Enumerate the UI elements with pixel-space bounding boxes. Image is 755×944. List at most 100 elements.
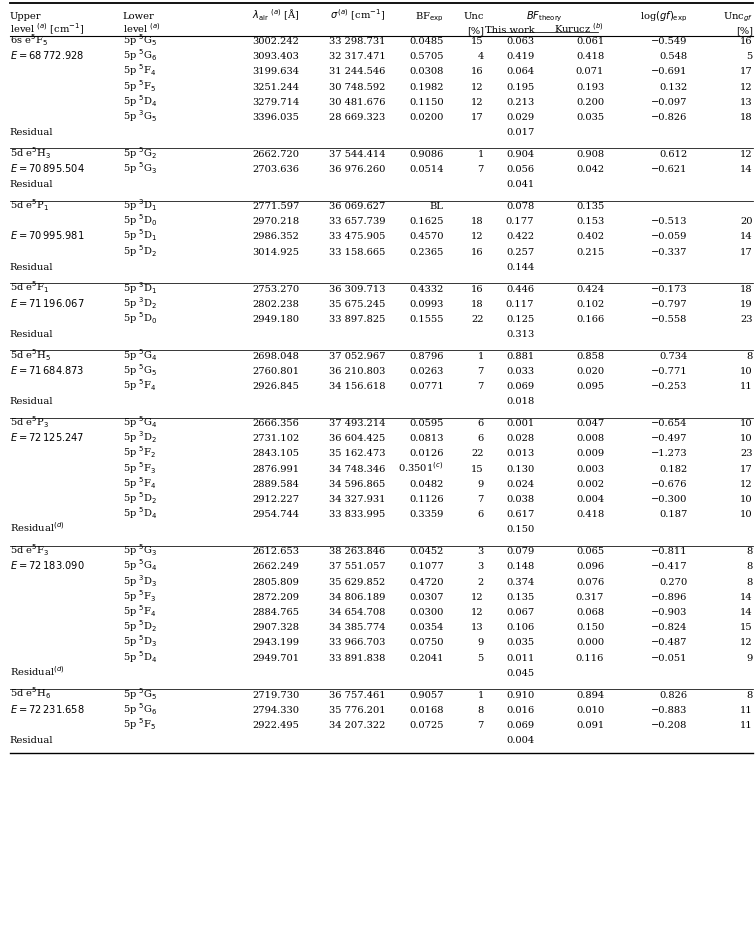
Text: 6: 6 bbox=[478, 419, 484, 428]
Text: 0.612: 0.612 bbox=[659, 150, 687, 159]
Text: 17: 17 bbox=[740, 464, 753, 474]
Text: 0.004: 0.004 bbox=[506, 736, 535, 745]
Text: 36 210.803: 36 210.803 bbox=[329, 367, 386, 376]
Text: 2698.048: 2698.048 bbox=[253, 352, 300, 361]
Text: Residual: Residual bbox=[10, 128, 54, 137]
Text: 0.064: 0.064 bbox=[506, 67, 535, 76]
Text: 0.002: 0.002 bbox=[576, 480, 604, 489]
Text: 0.067: 0.067 bbox=[506, 608, 535, 617]
Text: $E = 68\,772.928$: $E = 68\,772.928$ bbox=[10, 49, 85, 61]
Text: 3093.403: 3093.403 bbox=[253, 52, 300, 61]
Text: 28 669.323: 28 669.323 bbox=[329, 113, 386, 122]
Text: 33 657.739: 33 657.739 bbox=[329, 217, 386, 227]
Text: 0.177: 0.177 bbox=[506, 217, 535, 227]
Text: 0.418: 0.418 bbox=[576, 52, 604, 61]
Text: 2949.701: 2949.701 bbox=[252, 653, 300, 663]
Text: Residual: Residual bbox=[10, 180, 54, 190]
Text: 0.009: 0.009 bbox=[576, 449, 604, 459]
Text: 3002.242: 3002.242 bbox=[253, 37, 300, 46]
Text: 0.035: 0.035 bbox=[576, 113, 604, 122]
Text: 10: 10 bbox=[740, 511, 753, 519]
Text: 34 156.618: 34 156.618 bbox=[329, 382, 386, 391]
Text: 3279.714: 3279.714 bbox=[252, 98, 300, 107]
Text: 2794.330: 2794.330 bbox=[253, 706, 300, 715]
Text: 5p $^5$F$_5$: 5p $^5$F$_5$ bbox=[123, 77, 156, 93]
Text: 0.4570: 0.4570 bbox=[409, 232, 444, 242]
Text: 5p $^3$D$_1$: 5p $^3$D$_1$ bbox=[123, 197, 157, 213]
Text: 2719.730: 2719.730 bbox=[252, 690, 300, 700]
Text: 5p $^5$G$_3$: 5p $^5$G$_3$ bbox=[123, 160, 157, 177]
Text: 5p $^5$G$_5$: 5p $^5$G$_5$ bbox=[123, 32, 157, 48]
Text: 18: 18 bbox=[471, 217, 484, 227]
Text: 0.1982: 0.1982 bbox=[409, 83, 444, 92]
Text: 0.045: 0.045 bbox=[506, 668, 535, 678]
Text: 5p $^5$D$_2$: 5p $^5$D$_2$ bbox=[123, 243, 157, 259]
Text: 2662.249: 2662.249 bbox=[253, 563, 300, 571]
Text: 33 158.665: 33 158.665 bbox=[329, 247, 386, 257]
Text: $E = 72\,125.247$: $E = 72\,125.247$ bbox=[10, 431, 84, 444]
Text: 1: 1 bbox=[477, 352, 484, 361]
Text: 36 309.713: 36 309.713 bbox=[329, 284, 386, 294]
Text: 37 544.414: 37 544.414 bbox=[329, 150, 386, 159]
Text: 5p $^3$G$_5$: 5p $^3$G$_5$ bbox=[123, 109, 157, 124]
Text: 0.0200: 0.0200 bbox=[409, 113, 444, 122]
Text: $E = 71\,684.873$: $E = 71\,684.873$ bbox=[10, 364, 84, 376]
Text: 5p $^5$D$_0$: 5p $^5$D$_0$ bbox=[123, 310, 157, 326]
Text: −0.903: −0.903 bbox=[651, 608, 687, 617]
Text: 5d e$^5$P$_3$: 5d e$^5$P$_3$ bbox=[10, 414, 49, 430]
Text: 0.0307: 0.0307 bbox=[409, 593, 444, 602]
Text: 8: 8 bbox=[747, 563, 753, 571]
Text: 37 052.967: 37 052.967 bbox=[329, 352, 386, 361]
Text: 16: 16 bbox=[471, 247, 484, 257]
Text: 0.150: 0.150 bbox=[576, 623, 604, 632]
Text: 0.144: 0.144 bbox=[506, 262, 535, 272]
Text: 23: 23 bbox=[740, 315, 753, 324]
Text: 33 298.731: 33 298.731 bbox=[329, 37, 386, 46]
Text: 0.029: 0.029 bbox=[506, 113, 535, 122]
Text: 12: 12 bbox=[471, 83, 484, 92]
Text: 0.0126: 0.0126 bbox=[409, 449, 444, 459]
Text: 0.1150: 0.1150 bbox=[409, 98, 444, 107]
Text: 0.1126: 0.1126 bbox=[409, 495, 444, 504]
Text: 0.102: 0.102 bbox=[576, 299, 604, 309]
Text: 0.0452: 0.0452 bbox=[409, 548, 444, 556]
Text: [%]: [%] bbox=[467, 26, 484, 35]
Text: 30 748.592: 30 748.592 bbox=[329, 83, 386, 92]
Text: 12: 12 bbox=[471, 608, 484, 617]
Text: 0.3359: 0.3359 bbox=[409, 511, 444, 519]
Text: 0.0354: 0.0354 bbox=[409, 623, 444, 632]
Text: 5p $^5$G$_4$: 5p $^5$G$_4$ bbox=[123, 347, 157, 362]
Text: 0.132: 0.132 bbox=[659, 83, 687, 92]
Text: 16: 16 bbox=[471, 67, 484, 76]
Text: 5d e$^5$P$_1$: 5d e$^5$P$_1$ bbox=[10, 197, 49, 212]
Text: −0.824: −0.824 bbox=[651, 623, 687, 632]
Text: 37 493.214: 37 493.214 bbox=[329, 419, 386, 428]
Text: −0.337: −0.337 bbox=[651, 247, 687, 257]
Text: −0.208: −0.208 bbox=[651, 721, 687, 730]
Text: 0.257: 0.257 bbox=[506, 247, 535, 257]
Text: −0.487: −0.487 bbox=[651, 638, 687, 648]
Text: 2926.845: 2926.845 bbox=[253, 382, 300, 391]
Text: 0.150: 0.150 bbox=[506, 526, 535, 534]
Text: 2843.105: 2843.105 bbox=[253, 449, 300, 459]
Text: 5p $^5$D$_2$: 5p $^5$D$_2$ bbox=[123, 490, 157, 506]
Text: 8: 8 bbox=[747, 578, 753, 586]
Text: 0.016: 0.016 bbox=[506, 706, 535, 715]
Text: 5d e$^5$H$_6$: 5d e$^5$H$_6$ bbox=[10, 685, 51, 701]
Text: 17: 17 bbox=[740, 247, 753, 257]
Text: Lower: Lower bbox=[123, 12, 155, 21]
Text: 11: 11 bbox=[740, 706, 753, 715]
Text: 0.0993: 0.0993 bbox=[409, 299, 444, 309]
Text: 2612.653: 2612.653 bbox=[253, 548, 300, 556]
Text: 5p $^5$F$_5$: 5p $^5$F$_5$ bbox=[123, 716, 156, 732]
Text: 0.0263: 0.0263 bbox=[409, 367, 444, 376]
Text: 2731.102: 2731.102 bbox=[252, 434, 300, 444]
Text: level $^{(a)}$: level $^{(a)}$ bbox=[123, 21, 161, 35]
Text: 5p $^5$D$_3$: 5p $^5$D$_3$ bbox=[123, 633, 157, 649]
Text: $E = 70\,895.504$: $E = 70\,895.504$ bbox=[10, 162, 85, 174]
Text: 2805.809: 2805.809 bbox=[253, 578, 300, 586]
Text: 14: 14 bbox=[740, 593, 753, 602]
Text: 0.028: 0.028 bbox=[506, 434, 535, 444]
Text: 0.091: 0.091 bbox=[576, 721, 604, 730]
Text: 3251.244: 3251.244 bbox=[253, 83, 300, 92]
